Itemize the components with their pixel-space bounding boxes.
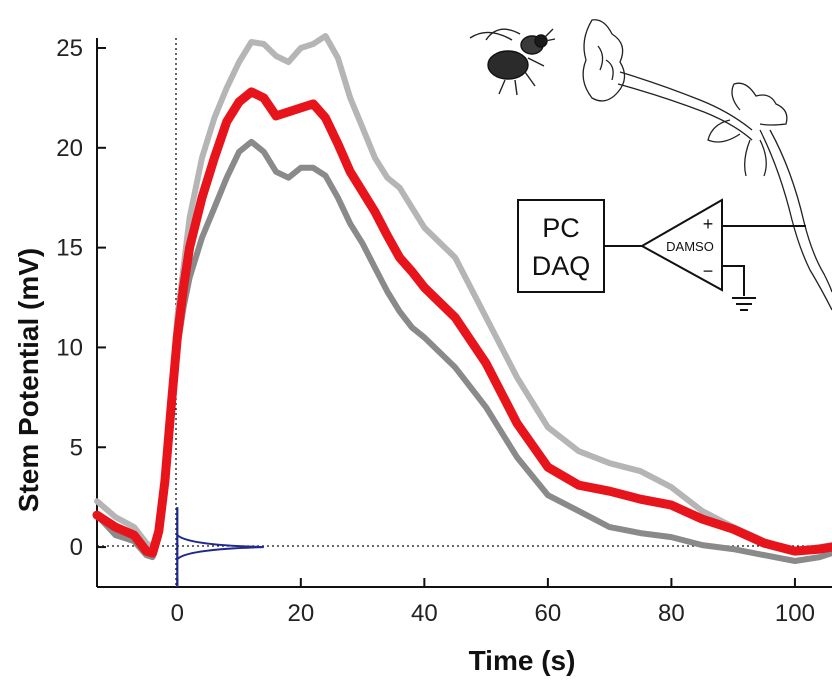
amplifier-symbol [639,198,723,292]
x-tick-label: 80 [658,600,685,627]
x-tick-label: 100 [775,600,815,627]
y-tick-label: 25 [56,35,83,62]
x-tick-label: 60 [535,600,562,627]
y-tick-label: 20 [56,135,83,162]
pc-daq-label-line1: PC [542,213,580,243]
ground-symbol [732,297,756,311]
series-line-1 [94,33,832,555]
y-tick-label: 10 [56,334,83,361]
flower-illustration [582,19,832,311]
amplifier-minus-sign: − [703,261,714,281]
measurement-circuit-diagram: PC DAQ DAMSO + − [517,198,806,311]
y-axis-title: Stem Potential (mV) [13,248,44,512]
pc-daq-box [517,199,605,293]
series-line-3 [92,87,832,558]
ground-wire [722,265,745,296]
stimulus-tail [176,534,264,560]
x-axis-title: Time (s) [469,645,576,676]
x-tick-label: 40 [411,600,438,627]
y-tick-label: 5 [70,434,83,461]
x-tick-label: 20 [287,600,314,627]
amplifier-plus-sign: + [703,214,714,234]
stimulus-trace [176,507,264,587]
amplifier-label: DAMSO [666,239,714,254]
x-tick-label: 0 [171,600,184,627]
x-axis-ticks: 0 20 40 60 80 100 [171,578,815,627]
pc-daq-label-line2: DAQ [532,251,591,281]
y-tick-label: 15 [56,235,83,262]
y-tick-label: 0 [70,534,83,561]
y-axis-ticks: 0 5 10 15 20 25 [56,35,106,561]
series-layer [92,33,832,564]
bee-illustration [469,28,556,96]
